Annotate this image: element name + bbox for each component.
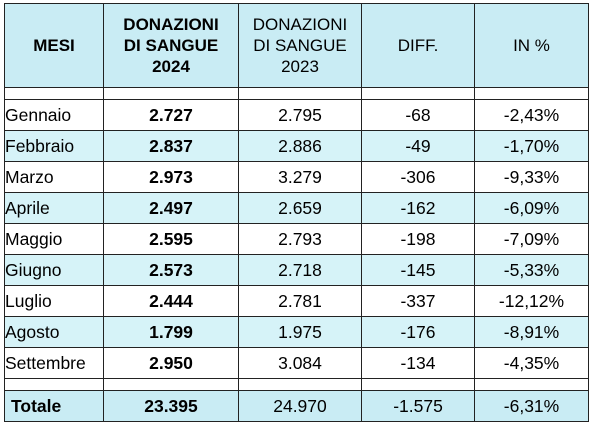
header-donations-2024: DONAZIONI DI SANGUE 2024 <box>103 3 239 88</box>
header-months-label: MESI <box>33 36 75 55</box>
value-2024-cell: 2.950 <box>103 347 239 379</box>
value-2023-cell: 2.659 <box>238 192 362 224</box>
month-cell: Aprile <box>4 192 104 224</box>
total-2024: 23.395 <box>103 390 239 422</box>
value-2024-cell: 2.444 <box>103 285 239 317</box>
header-diff: DIFF. <box>361 3 475 88</box>
percent-cell: -4,35% <box>474 347 589 379</box>
table-row: Luglio 2.444 2.781 -337 -12,12% <box>4 285 589 317</box>
value-2024-cell: 2.595 <box>103 223 239 255</box>
value-2024-cell: 2.837 <box>103 130 239 162</box>
header-2023-line2: DI SANGUE <box>253 36 347 55</box>
total-row: Totale 23.395 24.970 -1.575 -6,31% <box>4 390 589 422</box>
header-diff-label: DIFF. <box>397 36 439 55</box>
diff-cell: -134 <box>361 347 475 379</box>
diff-cell: -306 <box>361 161 475 193</box>
month-cell: Giugno <box>4 254 104 286</box>
table-row: Maggio 2.595 2.793 -198 -7,09% <box>4 223 589 255</box>
total-2023: 24.970 <box>238 390 362 422</box>
total-percent: -6,31% <box>474 390 589 422</box>
header-2024-line1: DONAZIONI <box>123 15 219 34</box>
value-2023-cell: 3.084 <box>238 347 362 379</box>
diff-cell: -49 <box>361 130 475 162</box>
month-cell: Febbraio <box>4 130 104 162</box>
header-2023-line3: 2023 <box>281 57 319 76</box>
diff-cell: -145 <box>361 254 475 286</box>
percent-cell: -1,70% <box>474 130 589 162</box>
header-2024-line3: 2024 <box>152 57 190 76</box>
table-row: Agosto 1.799 1.975 -176 -8,91% <box>4 316 589 348</box>
value-2024-cell: 2.497 <box>103 192 239 224</box>
value-2023-cell: 2.886 <box>238 130 362 162</box>
table-row: Giugno 2.573 2.718 -145 -5,33% <box>4 254 589 286</box>
value-2023-cell: 2.795 <box>238 99 362 131</box>
header-percent-label: IN % <box>513 36 550 55</box>
value-2023-cell: 3.279 <box>238 161 362 193</box>
value-2023-cell: 2.781 <box>238 285 362 317</box>
month-cell: Agosto <box>4 316 104 348</box>
header-row: MESI DONAZIONI DI SANGUE 2024 DONAZIONI … <box>4 3 589 88</box>
percent-cell: -7,09% <box>474 223 589 255</box>
value-2023-cell: 1.975 <box>238 316 362 348</box>
header-2024-line2: DI SANGUE <box>123 36 219 55</box>
percent-cell: -6,09% <box>474 192 589 224</box>
percent-cell: -8,91% <box>474 316 589 348</box>
month-cell: Luglio <box>4 285 104 317</box>
header-months: MESI <box>4 3 104 88</box>
value-2024-cell: 2.973 <box>103 161 239 193</box>
percent-cell: -2,43% <box>474 99 589 131</box>
diff-cell: -337 <box>361 285 475 317</box>
month-cell: Gennaio <box>4 99 104 131</box>
month-cell: Maggio <box>4 223 104 255</box>
diff-cell: -198 <box>361 223 475 255</box>
value-2023-cell: 2.718 <box>238 254 362 286</box>
table-row: Marzo 2.973 3.279 -306 -9,33% <box>4 161 589 193</box>
month-cell: Marzo <box>4 161 104 193</box>
percent-cell: -5,33% <box>474 254 589 286</box>
table-row: Aprile 2.497 2.659 -162 -6,09% <box>4 192 589 224</box>
header-donations-2023: DONAZIONI DI SANGUE 2023 <box>238 3 362 88</box>
spacer-row <box>4 378 589 391</box>
spacer-row <box>4 87 589 100</box>
value-2024-cell: 1.799 <box>103 316 239 348</box>
donations-table: MESI DONAZIONI DI SANGUE 2024 DONAZIONI … <box>4 3 589 422</box>
value-2024-cell: 2.727 <box>103 99 239 131</box>
value-2023-cell: 2.793 <box>238 223 362 255</box>
percent-cell: -12,12% <box>474 285 589 317</box>
table-row: Settembre 2.950 3.084 -134 -4,35% <box>4 347 589 379</box>
header-2023-line1: DONAZIONI <box>252 15 348 34</box>
value-2024-cell: 2.573 <box>103 254 239 286</box>
header-percent: IN % <box>474 3 589 88</box>
table-row: Febbraio 2.837 2.886 -49 -1,70% <box>4 130 589 162</box>
percent-cell: -9,33% <box>474 161 589 193</box>
diff-cell: -176 <box>361 316 475 348</box>
table-row: Gennaio 2.727 2.795 -68 -2,43% <box>4 99 589 131</box>
total-label: Totale <box>4 390 104 422</box>
total-diff: -1.575 <box>361 390 475 422</box>
month-cell: Settembre <box>4 347 104 379</box>
diff-cell: -162 <box>361 192 475 224</box>
diff-cell: -68 <box>361 99 475 131</box>
